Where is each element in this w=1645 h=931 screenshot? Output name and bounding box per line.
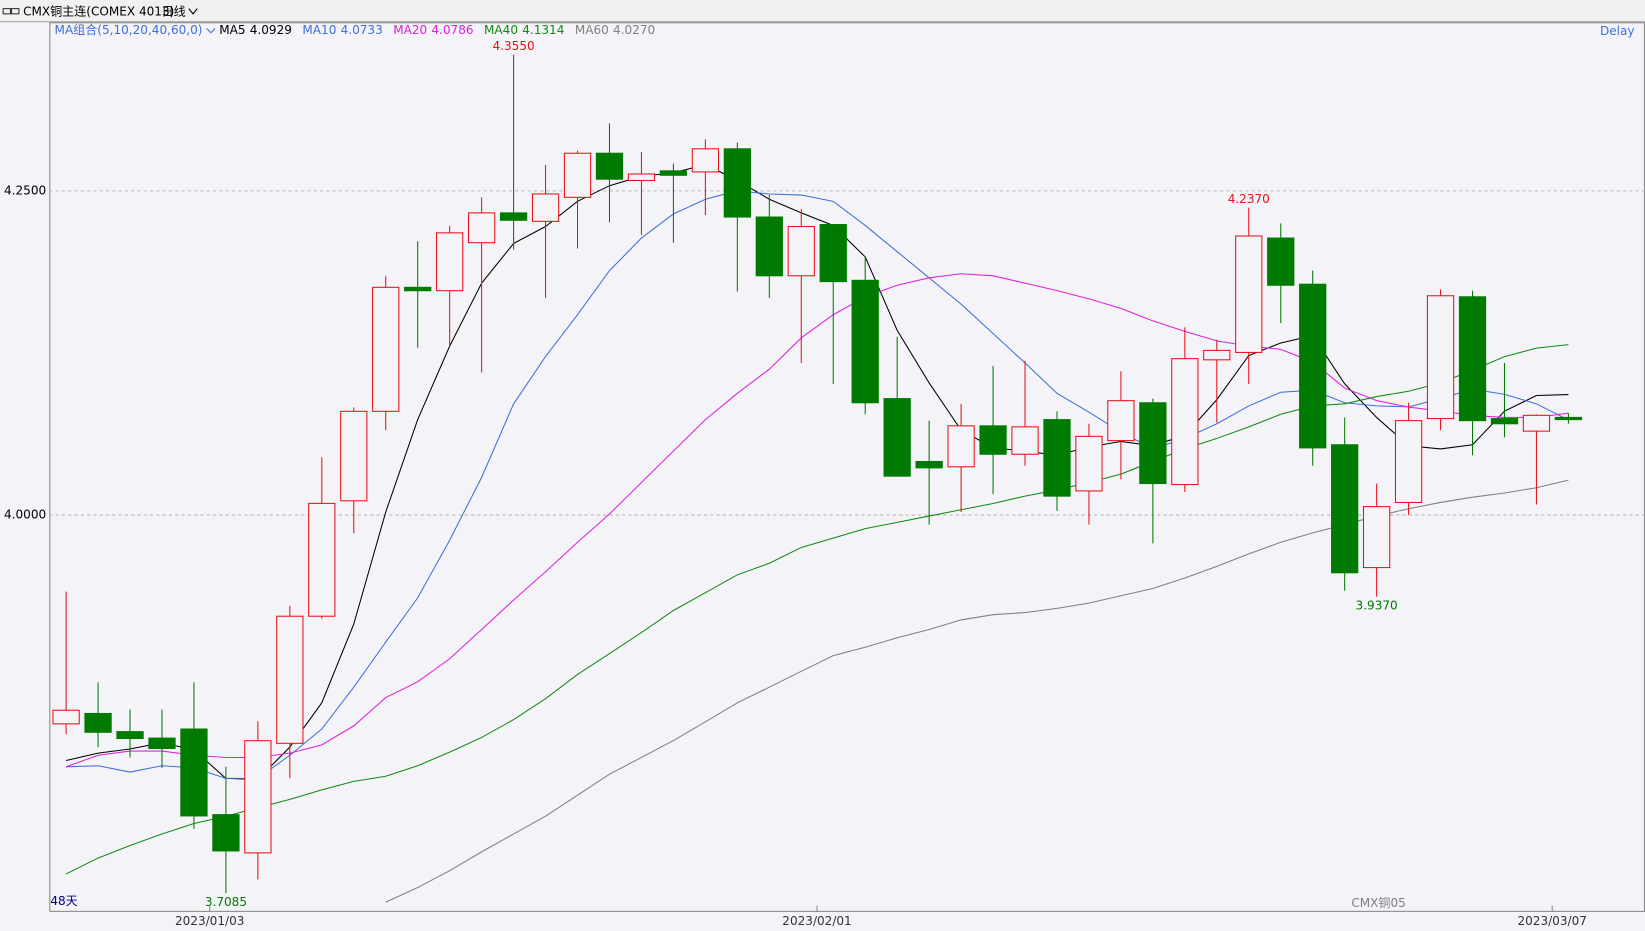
extreme-label: 4.2370 xyxy=(1228,192,1270,206)
candle-body xyxy=(84,712,112,733)
candle-body xyxy=(1554,416,1583,421)
candle-body xyxy=(1362,506,1391,569)
candle-body xyxy=(1107,400,1135,442)
candle-body xyxy=(372,286,400,412)
candle-body xyxy=(1522,414,1551,432)
x-tick-label: 2023/02/01 xyxy=(782,914,851,928)
candle-body xyxy=(1235,235,1263,353)
candle-body xyxy=(180,728,208,817)
extreme-label: 3.9370 xyxy=(1356,599,1398,613)
x-tick-label: 2023/03/07 xyxy=(1517,914,1586,928)
y-tick-label: 4.0000 xyxy=(4,508,46,522)
contract: CMX铜05 xyxy=(1351,895,1405,910)
candle-body xyxy=(947,425,975,468)
candle-body xyxy=(531,193,560,222)
legend-name: MA40 xyxy=(484,23,518,37)
candle-body xyxy=(1490,418,1519,425)
period[interactable]: 日线 xyxy=(162,4,186,18)
candle-body xyxy=(499,212,528,221)
candle-body xyxy=(563,152,592,198)
ma-chevron[interactable] xyxy=(206,28,216,34)
candle-body xyxy=(1331,444,1359,574)
candle-body xyxy=(467,212,496,244)
candle-body xyxy=(404,286,432,292)
candle-body xyxy=(595,152,624,180)
legend-value: 4.0929 xyxy=(250,23,292,37)
candle-body xyxy=(52,709,80,725)
candle-body xyxy=(116,731,144,740)
candle-body xyxy=(1011,426,1039,455)
toolbar xyxy=(0,0,1645,22)
candle-body xyxy=(819,224,847,283)
bar-count: 48天 xyxy=(50,894,77,908)
ma-label[interactable]: MA组合(5,10,20,40,60,0) xyxy=(55,22,203,37)
candle-body xyxy=(1299,283,1327,449)
candle-body xyxy=(787,225,815,277)
candle-body xyxy=(755,216,783,277)
candle-body xyxy=(212,814,240,852)
candle-body xyxy=(1426,295,1455,420)
legend-name: MA60 xyxy=(575,23,609,37)
candle-body xyxy=(659,170,688,176)
legend-value: 4.0786 xyxy=(431,23,473,37)
candle-body xyxy=(915,460,943,469)
icon xyxy=(11,8,20,15)
candle-body xyxy=(1075,435,1103,492)
candle-body xyxy=(340,410,368,502)
status: Delay xyxy=(1600,24,1635,38)
legend-name: MA20 xyxy=(393,23,427,37)
extreme-label: 4.3550 xyxy=(493,39,535,53)
y-tick-label: 4.2500 xyxy=(4,183,46,197)
extreme-label: 3.7085 xyxy=(205,895,247,909)
candle-body xyxy=(1458,296,1487,422)
candle-body xyxy=(1203,349,1231,361)
candle-body xyxy=(883,398,911,477)
legend-name: MA5 xyxy=(219,23,245,37)
candle-body xyxy=(308,502,336,617)
plot-frame xyxy=(49,22,1645,912)
candle-body xyxy=(276,615,304,744)
legend-value: 4.0733 xyxy=(341,23,383,37)
candle-body xyxy=(691,148,720,173)
candle-body xyxy=(1267,237,1295,286)
candle-body xyxy=(1171,358,1199,486)
legend-value: 4.1314 xyxy=(522,23,564,37)
symbol[interactable]: CMX铜主连(COMEX 4013) xyxy=(23,3,174,18)
candle-body xyxy=(979,425,1007,455)
candle-body xyxy=(627,173,656,181)
candle-body xyxy=(1139,402,1167,485)
candle-body xyxy=(244,740,272,854)
candle-body xyxy=(436,232,464,292)
candle-body xyxy=(1043,419,1071,497)
icon xyxy=(2,8,12,15)
period-chevron[interactable] xyxy=(188,8,198,15)
candle-body xyxy=(851,279,879,404)
legend-value: 4.0270 xyxy=(613,23,655,37)
candle-body xyxy=(723,148,751,218)
candle-body xyxy=(148,737,176,750)
candle-body xyxy=(1394,420,1423,504)
legend-name: MA10 xyxy=(302,23,336,37)
x-tick-label: 2023/01/03 xyxy=(175,914,244,928)
